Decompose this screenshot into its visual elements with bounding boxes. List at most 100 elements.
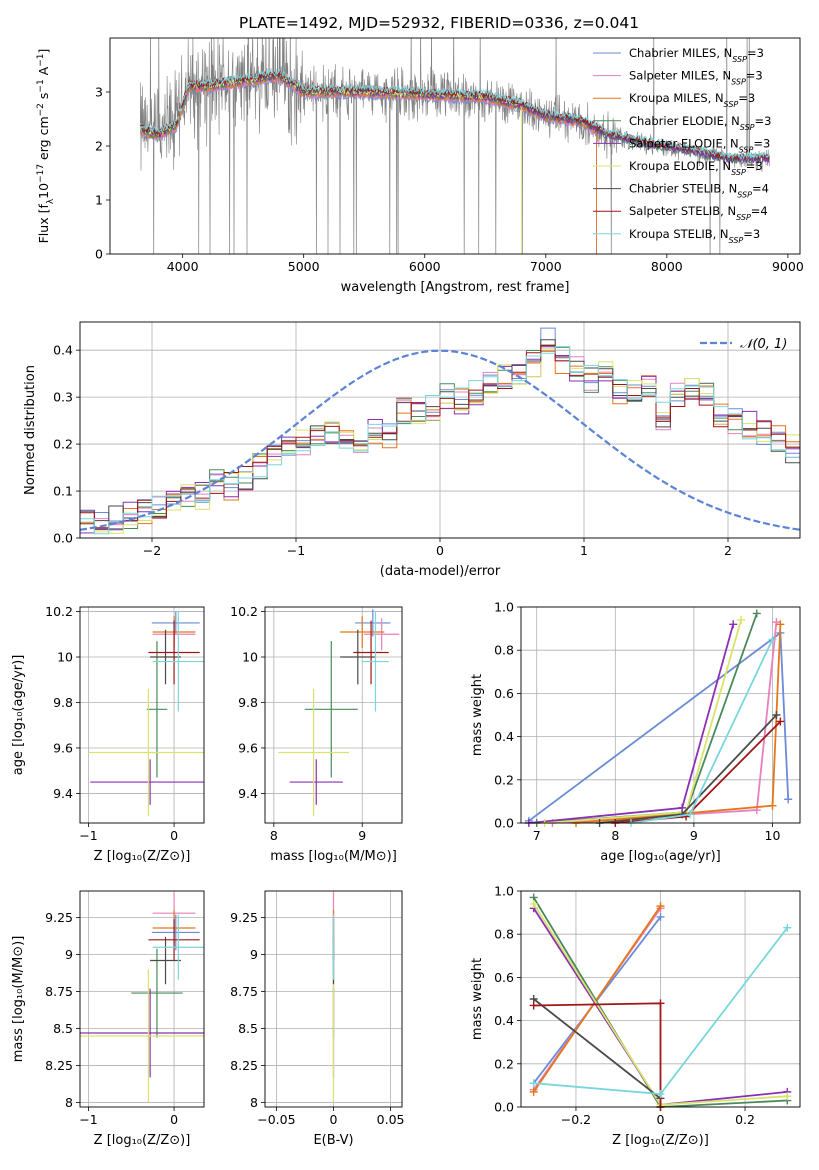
y-tick-label: 0.0	[494, 1100, 514, 1115]
errorbar-point	[151, 611, 200, 635]
x-tick-label: 0	[657, 1112, 665, 1127]
residual-histogram-salpeter-elodie	[80, 346, 800, 531]
y-axis-label: mass weight	[470, 958, 485, 1040]
legend-entry: Salpeter ELODIE, NSSP=3	[629, 136, 770, 154]
errorbar-point	[148, 919, 200, 961]
x-tick-label: 7000	[530, 259, 562, 274]
errorbar-point	[80, 969, 204, 1103]
y-tick-label: 0.4	[494, 729, 514, 744]
y-tick-label: 8	[65, 1095, 73, 1110]
y-tick-label: 10.2	[45, 604, 73, 619]
y-tick-label: 2	[95, 139, 103, 154]
x-axis-label: wavelength [Angstrom, rest frame]	[341, 280, 570, 295]
axes-frame	[520, 606, 801, 824]
x-tick-label: 9	[358, 828, 366, 843]
axes-frame	[79, 890, 205, 1108]
weight-marker	[783, 1092, 792, 1101]
weight-marker	[752, 609, 761, 618]
x-axis-label: Z [log₁₀(Z/Z⊙)]	[612, 1133, 709, 1148]
x-tick-label: 2	[724, 543, 732, 558]
x-tick-label: 8	[611, 828, 619, 843]
weight-line-kroupa-miles	[532, 905, 662, 1093]
mass_vs_Z-panel: −1 0 8 8.25 8.5 8.75 9 9.25 Z [log₁₀(Z/Z⊙)] mass …	[11, 890, 205, 1148]
x-tick-label: −1	[287, 543, 305, 558]
residual-histogram-kroupa-stelib	[80, 346, 800, 535]
y-tick-label: 0.4	[53, 343, 73, 358]
residual-histogram-salpeter-stelib	[80, 345, 800, 529]
weight-line-salpeter-stelib	[533, 1002, 662, 1107]
weight-marker	[529, 1087, 538, 1096]
errorbar-point	[278, 688, 349, 817]
x-tick-label: 9	[690, 828, 698, 843]
model-spectrum-kroupa-stelib	[139, 67, 770, 160]
weight-marker	[776, 620, 785, 629]
y-tick-label: 1.0	[494, 884, 514, 899]
axes-frame	[264, 890, 403, 1108]
x-tick-label: 7	[533, 828, 541, 843]
x-tick-label: −0.05	[257, 1112, 295, 1127]
x-tick-label: 8	[270, 828, 278, 843]
weight-line-chabrier-elodie	[536, 613, 758, 823]
y-tick-label: 8.5	[238, 1021, 258, 1036]
axes-frame	[79, 606, 205, 824]
figure-title: PLATE=1492, MJD=52932, FIBERID=0336, z=0…	[239, 14, 639, 32]
x-tick-label: 8000	[651, 259, 683, 274]
weight-marker	[768, 801, 777, 810]
y-tick-label: 1.0	[494, 600, 514, 615]
y-tick-label: 9.6	[238, 740, 258, 755]
weight-marker	[776, 717, 785, 726]
x-tick-label: 9000	[772, 259, 804, 274]
y-tick-label: 8.75	[230, 984, 258, 999]
weight-marker	[529, 1001, 538, 1010]
axes-frame	[109, 37, 801, 255]
spectrum-panel: 4000 5000 6000 7000 8000 9000 0 1 2 3 wavelength […	[36, 37, 804, 295]
errorbar-point	[146, 641, 168, 778]
y-axis-label: mass weight	[470, 674, 485, 756]
y-tick-label: 0.8	[494, 927, 514, 942]
model-spectrum-salpeter-elodie	[139, 73, 770, 164]
weight-marker	[656, 902, 665, 911]
x-tick-label: 0	[170, 828, 178, 843]
y-tick-label: 9.4	[238, 786, 258, 801]
x-tick-label: 10	[765, 828, 781, 843]
y-tick-label: 9	[250, 947, 258, 962]
weight-marker	[784, 795, 793, 804]
errorbar-point	[152, 611, 204, 712]
weight-marker	[656, 912, 665, 921]
y-tick-label: 9.8	[238, 695, 258, 710]
y-tick-label: 9.8	[53, 695, 73, 710]
x-tick-label: −0.2	[561, 1112, 591, 1127]
mass_vs_ebv-panel: −0.05 0 0.05 8 8.25 8.5 8.75 9 9.25 E(B-V)	[230, 890, 405, 1148]
age_vs_mass-panel: 8 9 9.4 9.6 9.8 10 10.2 mass [log₁₀(M/M⊙)]	[230, 604, 403, 864]
legend-entry: Chabrier ELODIE, NSSP=3	[629, 114, 771, 132]
y-tick-label: 0.0	[53, 531, 73, 546]
x-axis-label: Z [log₁₀(Z/Z⊙)]	[94, 849, 191, 864]
weight-marker	[772, 711, 781, 719]
weight-marker	[529, 899, 538, 908]
x-tick-label: 0	[170, 1112, 178, 1127]
y-tick-label: 8.5	[53, 1021, 73, 1036]
x-tick-label: −1	[79, 828, 97, 843]
errorbar-point	[353, 620, 389, 685]
errorbar-point	[340, 629, 376, 685]
y-tick-label: 0.0	[494, 816, 514, 831]
x-axis-label: Z [log₁₀(Z/Z⊙)]	[94, 1133, 191, 1148]
x-tick-label: 5000	[288, 259, 320, 274]
y-tick-label: 0	[95, 247, 103, 262]
y-tick-label: 9.25	[45, 910, 73, 925]
x-tick-label: 0	[330, 1112, 338, 1127]
legend-entry: 𝒩(0, 1)	[740, 337, 787, 352]
y-tick-label: 0.2	[494, 772, 514, 787]
y-tick-label: 10	[57, 650, 73, 665]
x-axis-label: mass [log₁₀(M/M⊙)]	[270, 849, 397, 864]
errorbar-point	[340, 616, 385, 648]
weight-line-chabrier-elodie	[532, 897, 788, 1107]
weight-line-chabrier-stelib	[533, 998, 662, 1100]
weight-marker	[737, 615, 746, 624]
y-tick-label: 10	[242, 650, 258, 665]
gaussian-curve	[79, 349, 801, 531]
weight-marker	[529, 1079, 538, 1088]
weight-line-kroupa-miles	[575, 624, 782, 823]
y-tick-label: 8.25	[45, 1058, 73, 1073]
